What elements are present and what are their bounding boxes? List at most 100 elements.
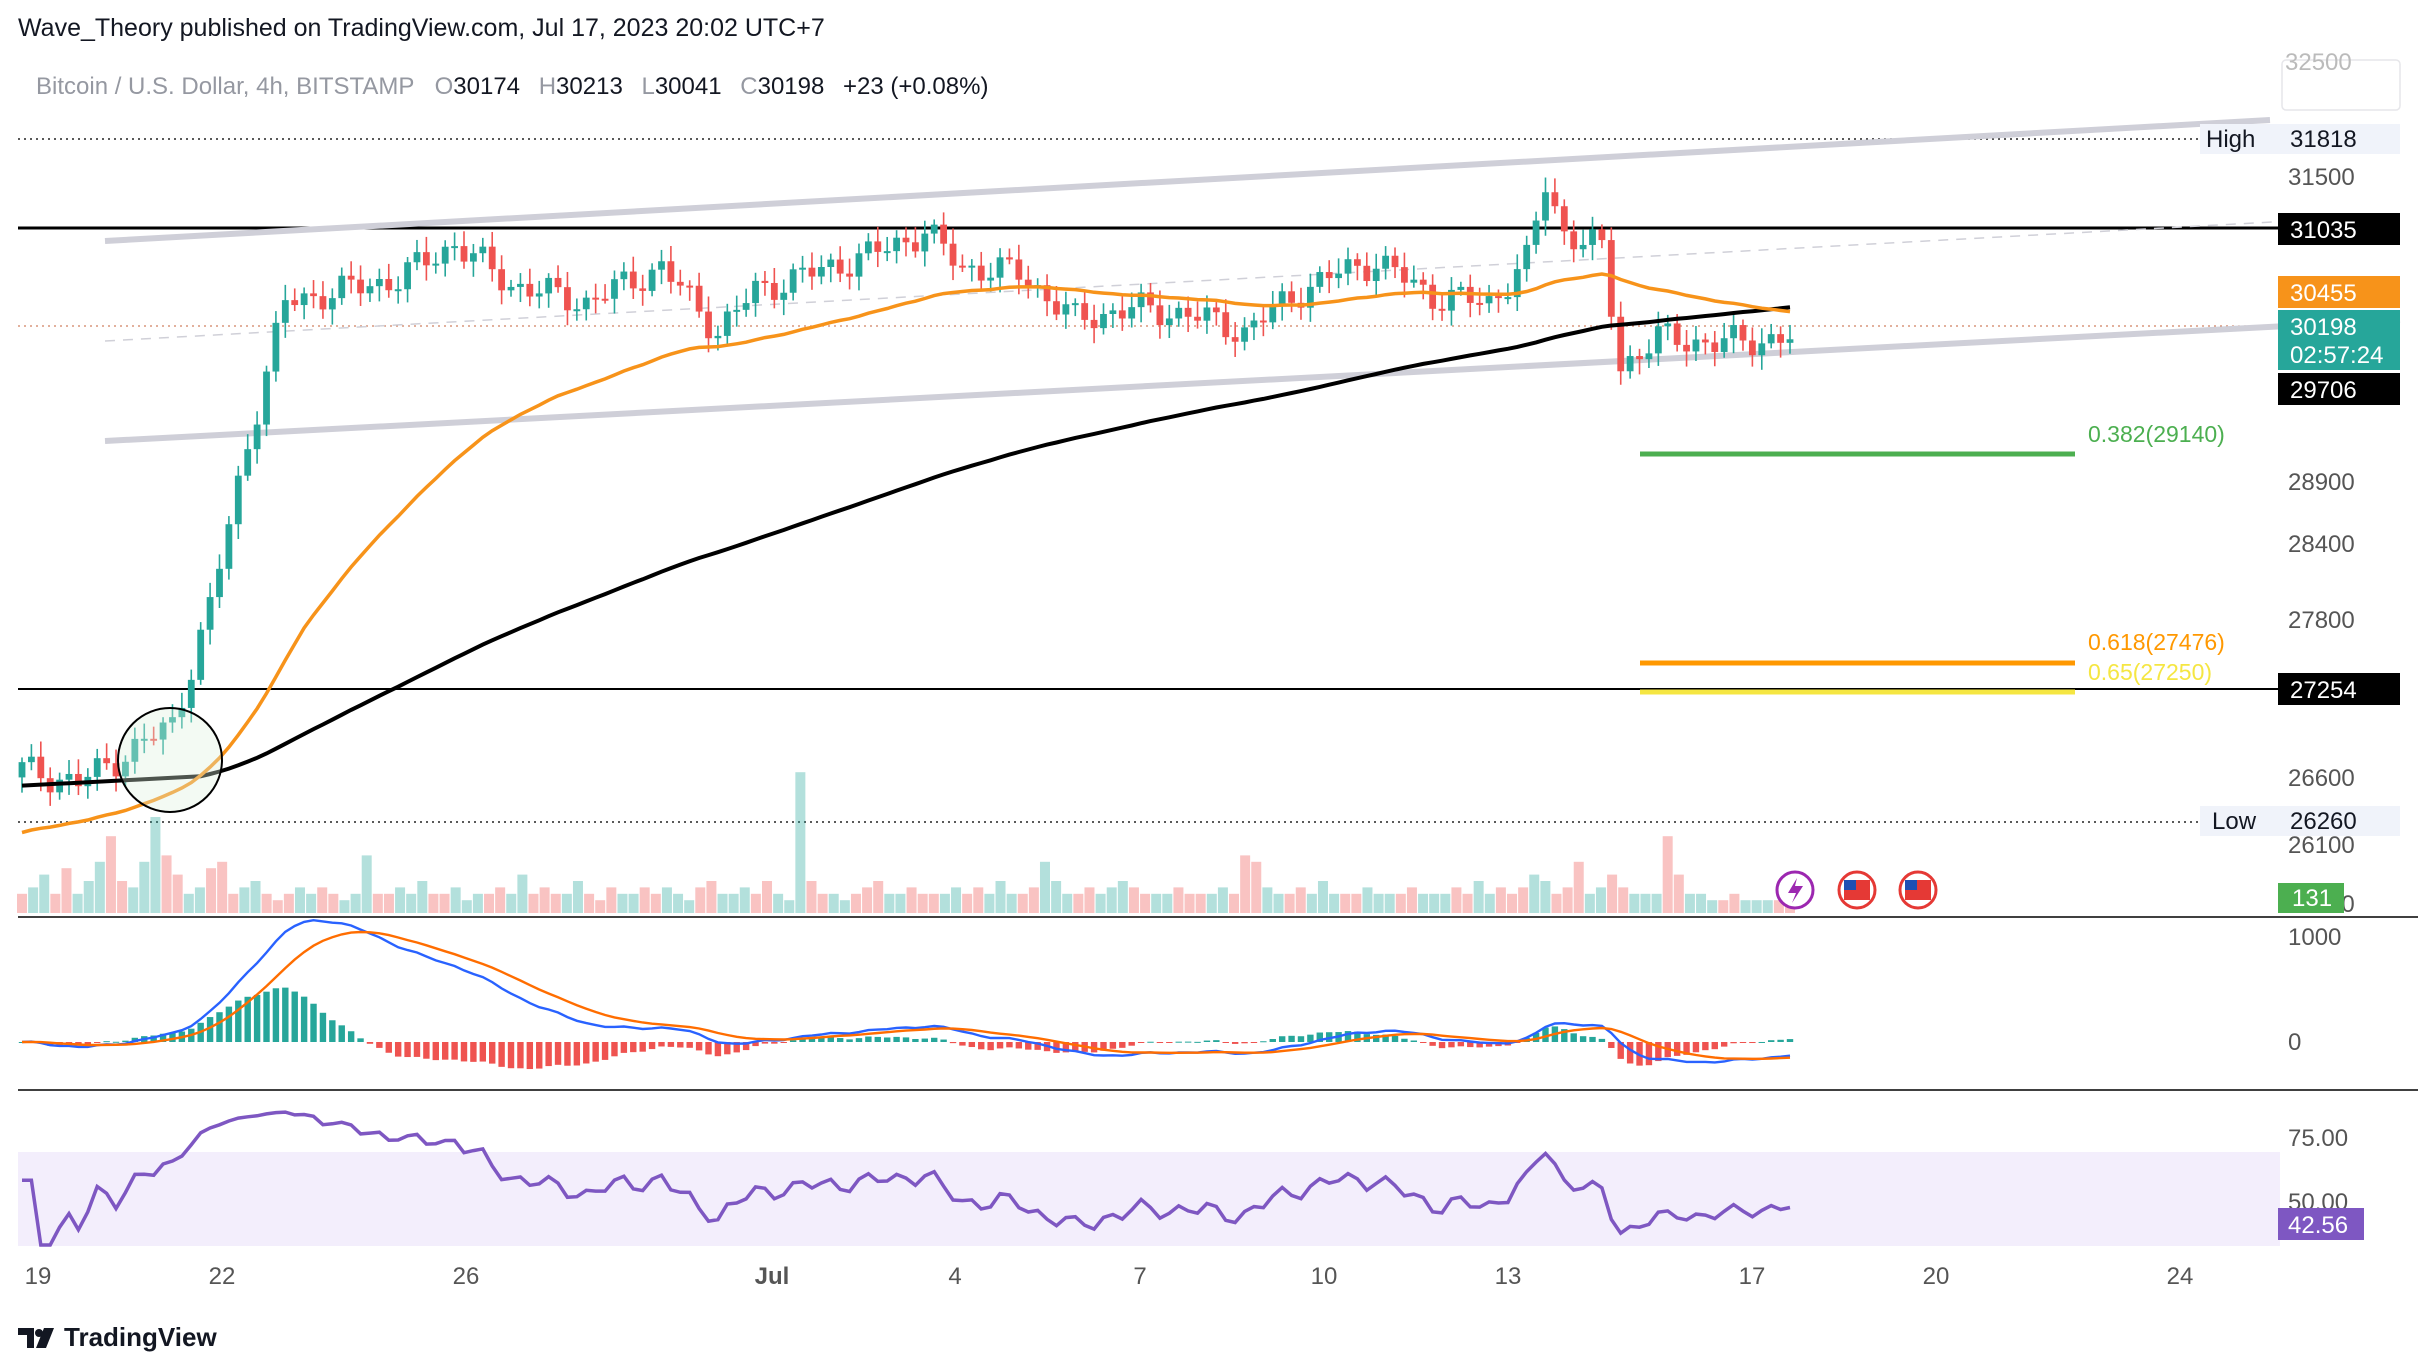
candle-body[interactable] bbox=[959, 265, 966, 268]
candle-body[interactable] bbox=[18, 762, 26, 778]
candle-body[interactable] bbox=[770, 282, 778, 300]
candle-body[interactable] bbox=[780, 292, 788, 300]
candle-body[interactable] bbox=[1560, 206, 1568, 232]
candle-body[interactable] bbox=[789, 269, 797, 293]
event-icons[interactable] bbox=[1775, 870, 1938, 910]
candle-body[interactable] bbox=[112, 763, 120, 777]
candle-body[interactable] bbox=[1118, 310, 1126, 319]
candle-body[interactable] bbox=[639, 288, 647, 291]
candle-body[interactable] bbox=[1485, 296, 1493, 304]
candle-body[interactable] bbox=[1372, 268, 1380, 282]
candle-body[interactable] bbox=[1401, 267, 1408, 283]
candle-body[interactable] bbox=[1062, 304, 1070, 315]
candle-body[interactable] bbox=[1006, 257, 1013, 260]
candle-body[interactable] bbox=[817, 267, 825, 277]
candle-body[interactable] bbox=[1777, 334, 1784, 343]
candle-body[interactable] bbox=[103, 758, 111, 764]
candle-body[interactable] bbox=[1391, 255, 1399, 268]
candle-body[interactable] bbox=[1664, 323, 1672, 327]
candle-body[interactable] bbox=[1758, 343, 1766, 356]
candle-body[interactable] bbox=[1683, 344, 1690, 352]
candle-body[interactable] bbox=[507, 286, 515, 291]
candle-body[interactable] bbox=[347, 275, 355, 280]
candle-body[interactable] bbox=[545, 277, 553, 294]
candle-body[interactable] bbox=[705, 311, 712, 339]
candle-body[interactable] bbox=[1532, 220, 1540, 245]
candle-body[interactable] bbox=[1542, 192, 1549, 221]
candle-body[interactable] bbox=[187, 679, 195, 708]
candle-body[interactable] bbox=[460, 246, 468, 262]
candle-body[interactable] bbox=[582, 297, 590, 310]
candle-body[interactable] bbox=[159, 722, 167, 740]
candle-body[interactable] bbox=[479, 246, 487, 254]
candle-body[interactable] bbox=[686, 285, 694, 288]
candle-body[interactable] bbox=[940, 224, 948, 244]
candle-body[interactable] bbox=[1024, 279, 1032, 288]
candle-body[interactable] bbox=[592, 297, 600, 300]
candle-body[interactable] bbox=[1589, 229, 1596, 245]
candle-body[interactable] bbox=[1053, 301, 1060, 315]
candle-body[interactable] bbox=[1128, 307, 1136, 319]
candle-body[interactable] bbox=[470, 253, 477, 262]
candle-body[interactable] bbox=[451, 246, 458, 249]
candle-body[interactable] bbox=[620, 271, 628, 280]
candle-body[interactable] bbox=[1344, 259, 1352, 274]
candle-body[interactable] bbox=[874, 241, 882, 252]
candle-body[interactable] bbox=[996, 257, 1004, 278]
candle-body[interactable] bbox=[1109, 310, 1117, 315]
candle-body[interactable] bbox=[1335, 273, 1342, 279]
candle-body[interactable] bbox=[1523, 244, 1531, 270]
candle-body[interactable] bbox=[225, 524, 233, 569]
candle-body[interactable] bbox=[1250, 320, 1258, 328]
candle-body[interactable] bbox=[1269, 305, 1277, 323]
candle-body[interactable] bbox=[1203, 307, 1211, 321]
candle-body[interactable] bbox=[864, 241, 872, 254]
candle-body[interactable] bbox=[1626, 356, 1634, 372]
candle-body[interactable] bbox=[855, 253, 863, 277]
candle-body[interactable] bbox=[366, 286, 374, 294]
candle-body[interactable] bbox=[629, 271, 637, 289]
candle-body[interactable] bbox=[413, 252, 421, 263]
candle-body[interactable] bbox=[1429, 284, 1437, 309]
candle-body[interactable] bbox=[140, 738, 148, 741]
candle-body[interactable] bbox=[1673, 323, 1681, 345]
candle-body[interactable] bbox=[357, 279, 364, 294]
candle-body[interactable] bbox=[1194, 316, 1201, 321]
candle-body[interactable] bbox=[1645, 353, 1653, 360]
candle-body[interactable] bbox=[667, 261, 675, 282]
candle-body[interactable] bbox=[1636, 356, 1643, 360]
candle-body[interactable] bbox=[441, 246, 449, 264]
candle-body[interactable] bbox=[375, 278, 383, 287]
candle-body[interactable] bbox=[150, 738, 158, 741]
candle-body[interactable] bbox=[611, 279, 618, 299]
candle-body[interactable] bbox=[253, 424, 261, 450]
candle-body[interactable] bbox=[1147, 292, 1154, 306]
symbol-info[interactable]: Bitcoin / U.S. Dollar, 4h, BITSTAMP O301… bbox=[36, 73, 988, 100]
candle-body[interactable] bbox=[498, 269, 506, 291]
candle-body[interactable] bbox=[1156, 305, 1164, 326]
candle-body[interactable] bbox=[1081, 303, 1089, 320]
candle-body[interactable] bbox=[1100, 314, 1107, 329]
candle-body[interactable] bbox=[328, 298, 336, 310]
candle-body[interactable] bbox=[1316, 272, 1324, 287]
candle-body[interactable] bbox=[761, 280, 769, 283]
candle-body[interactable] bbox=[65, 773, 73, 780]
candle-body[interactable] bbox=[893, 237, 900, 252]
candle-body[interactable] bbox=[1071, 303, 1079, 306]
candle-body[interactable] bbox=[977, 265, 985, 281]
candle-body[interactable] bbox=[56, 779, 64, 793]
candle-body[interactable] bbox=[1137, 292, 1145, 308]
candle-body[interactable] bbox=[1015, 259, 1023, 280]
candle-body[interactable] bbox=[1654, 326, 1662, 354]
candle-body[interactable] bbox=[836, 259, 844, 274]
candle-body[interactable] bbox=[676, 281, 684, 286]
candle-body[interactable] bbox=[648, 269, 656, 291]
candle-body[interactable] bbox=[1570, 231, 1578, 250]
candle-body[interactable] bbox=[921, 233, 929, 252]
candle-body[interactable] bbox=[281, 300, 289, 323]
candle-body[interactable] bbox=[554, 277, 562, 288]
candle-body[interactable] bbox=[902, 237, 910, 243]
candle-body[interactable] bbox=[300, 293, 308, 306]
candle-body[interactable] bbox=[1579, 244, 1587, 250]
candle-body[interactable] bbox=[808, 267, 816, 277]
